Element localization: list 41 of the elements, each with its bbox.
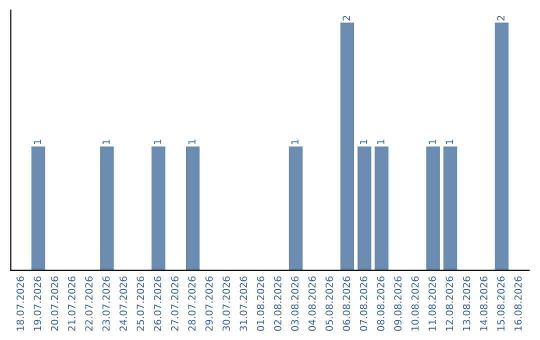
x-tick-label: 25.07.2026	[136, 276, 144, 331]
x-tick-label: 11.08.2026	[428, 276, 436, 330]
x-tick-label: 16.08.2026	[514, 276, 522, 330]
x-tick-label: 12.08.2026	[446, 276, 454, 330]
data-label: 1	[377, 140, 384, 144]
x-tick-label: 10.08.2026	[411, 276, 419, 330]
x-tick-label: 07.08.2026	[360, 276, 368, 331]
data-label: 2	[497, 16, 504, 20]
x-tick-label: 13.08.2026	[462, 276, 470, 330]
x-tick-label: 21.07.2026	[68, 276, 76, 331]
x-tick-label: 30.07.2026	[222, 276, 230, 331]
x-tick-label: 26.07.2026	[154, 276, 162, 331]
x-tick-label: 03.08.2026	[291, 276, 299, 331]
x-tick-label: 08.08.2026	[377, 276, 384, 331]
x-tick-label: 19.07.2026	[34, 276, 42, 330]
x-tick-label: 04.08.2026	[308, 276, 316, 331]
x-tick-label: 29.07.2026	[205, 276, 213, 331]
x-tick-label: 20.07.2026	[50, 276, 58, 331]
data-label: 1	[446, 140, 453, 144]
x-tick-label: 02.08.2026	[274, 276, 282, 331]
data-label: 1	[188, 140, 196, 144]
x-tick-label: 24.07.2026	[120, 276, 127, 331]
data-label: 1	[360, 140, 368, 144]
data-label: 1	[102, 140, 110, 144]
x-tick-label: 14.08.2026	[480, 276, 488, 330]
data-label: 1	[34, 140, 41, 144]
x-tick-label: 15.08.2026	[497, 276, 505, 330]
data-label: 1	[154, 140, 162, 144]
x-tick-label: 01.08.2026	[256, 276, 264, 331]
data-label: 1	[291, 140, 298, 144]
x-tick-label: 31.07.2026	[240, 276, 248, 331]
x-tick-label: 09.08.2026	[394, 276, 402, 331]
data-label: 2	[342, 16, 350, 20]
x-tick-label: 23.07.2026	[102, 276, 110, 331]
x-tick-label: 18.07.2026	[16, 276, 24, 330]
x-tick-label: 28.07.2026	[188, 276, 196, 331]
x-tick-label: 22.07.2026	[85, 276, 93, 331]
x-tick-label: 05.08.2026	[326, 276, 333, 331]
data-label: 1	[428, 140, 436, 144]
x-tick-label: 27.07.2026	[171, 276, 178, 331]
x-tick-label: 06.08.2026	[342, 276, 350, 331]
